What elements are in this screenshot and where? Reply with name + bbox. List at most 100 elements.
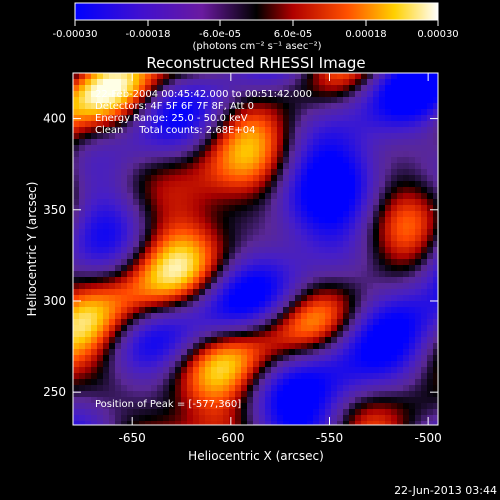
heatmap-cell (325, 373, 332, 380)
heatmap-cell (181, 163, 188, 170)
heatmap-cell (325, 271, 332, 278)
heatmap-cell (421, 421, 428, 425)
heatmap-cell (235, 199, 242, 206)
heatmap-cell (373, 85, 380, 92)
heatmap-cell (319, 331, 326, 338)
heatmap-cell (115, 199, 122, 206)
heatmap-cell (187, 397, 194, 404)
heatmap-cell (337, 121, 344, 128)
heatmap-cell (379, 145, 386, 152)
heatmap-cell (127, 187, 134, 194)
heatmap-cell (109, 91, 116, 98)
heatmap-cell (91, 217, 98, 224)
heatmap-cell (385, 385, 392, 392)
heatmap-cell (421, 343, 428, 350)
heatmap-cell (265, 169, 272, 176)
heatmap-cell (283, 193, 290, 200)
heatmap-cell (433, 199, 438, 206)
heatmap-cell (313, 409, 320, 416)
heatmap-cell (139, 169, 146, 176)
heatmap-cell (301, 199, 308, 206)
heatmap-cell (181, 229, 188, 236)
heatmap-cell (397, 397, 404, 404)
heatmap-cell (187, 157, 194, 164)
heatmap-cell (169, 115, 176, 122)
heatmap-cell (385, 193, 392, 200)
heatmap-cell (295, 121, 302, 128)
heatmap-cell (241, 205, 248, 212)
heatmap-cell (121, 145, 128, 152)
heatmap-cell (133, 277, 140, 284)
heatmap-cell (115, 301, 122, 308)
heatmap-cell (241, 259, 248, 266)
heatmap-cell (295, 223, 302, 230)
heatmap-cell (241, 175, 248, 182)
heatmap-cell (271, 385, 278, 392)
heatmap-cell (229, 307, 236, 314)
heatmap-cell (199, 223, 206, 230)
heatmap-cell (109, 337, 116, 344)
heatmap-cell (259, 127, 266, 134)
heatmap-cell (373, 349, 380, 356)
heatmap-cell (91, 301, 98, 308)
heatmap-cell (301, 403, 308, 410)
heatmap-cell (115, 85, 122, 92)
heatmap-cell (247, 133, 254, 140)
heatmap-cell (199, 127, 206, 134)
heatmap-cell (259, 283, 266, 290)
heatmap-cell (115, 379, 122, 386)
heatmap-cell (223, 421, 230, 425)
heatmap-cell (421, 175, 428, 182)
heatmap-cell (97, 127, 104, 134)
heatmap-cell (211, 223, 218, 230)
heatmap-cell (277, 151, 284, 158)
heatmap-cell (223, 325, 230, 332)
heatmap-cell (313, 151, 320, 158)
heatmap-cell (337, 295, 344, 302)
heatmap-cell (373, 205, 380, 212)
heatmap-cell (259, 211, 266, 218)
heatmap-cell (391, 187, 398, 194)
heatmap-cell (391, 217, 398, 224)
heatmap-cell (337, 85, 344, 92)
heatmap-cell (337, 421, 344, 425)
heatmap-cell (151, 415, 158, 422)
heatmap-cell (295, 127, 302, 134)
heatmap-cell (145, 229, 152, 236)
heatmap-cell (391, 85, 398, 92)
heatmap-cell (199, 241, 206, 248)
heatmap-cell (145, 343, 152, 350)
heatmap-cell (331, 385, 338, 392)
heatmap-cell (313, 421, 320, 425)
heatmap-cell (319, 385, 326, 392)
heatmap-cell (337, 403, 344, 410)
heatmap-cell (241, 421, 248, 425)
heatmap-cell (259, 271, 266, 278)
heatmap-cell (229, 235, 236, 242)
heatmap-cell (373, 127, 380, 134)
heatmap-cell (361, 421, 368, 425)
heatmap-cell (349, 241, 356, 248)
heatmap-cell (373, 355, 380, 362)
heatmap-cell (307, 115, 314, 122)
heatmap-cell (415, 415, 422, 422)
heatmap-cell (295, 199, 302, 206)
heatmap-cell (385, 283, 392, 290)
heatmap-cell (349, 139, 356, 146)
heatmap-cell (349, 133, 356, 140)
heatmap-cell (415, 403, 422, 410)
heatmap-cell (307, 415, 314, 422)
heatmap-cell (343, 385, 350, 392)
heatmap-cell (349, 73, 356, 80)
heatmap-cell (265, 73, 272, 80)
heatmap-cell (421, 91, 428, 98)
heatmap-cell (127, 397, 134, 404)
heatmap-cell (427, 157, 434, 164)
heatmap-cell (409, 181, 416, 188)
heatmap-cell (295, 187, 302, 194)
heatmap-cell (151, 217, 158, 224)
heatmap-cell (427, 421, 434, 425)
info-clean-counts: Clean Total counts: 2.68E+04 (95, 125, 255, 136)
heatmap-cell (259, 319, 266, 326)
heatmap-cell (301, 271, 308, 278)
